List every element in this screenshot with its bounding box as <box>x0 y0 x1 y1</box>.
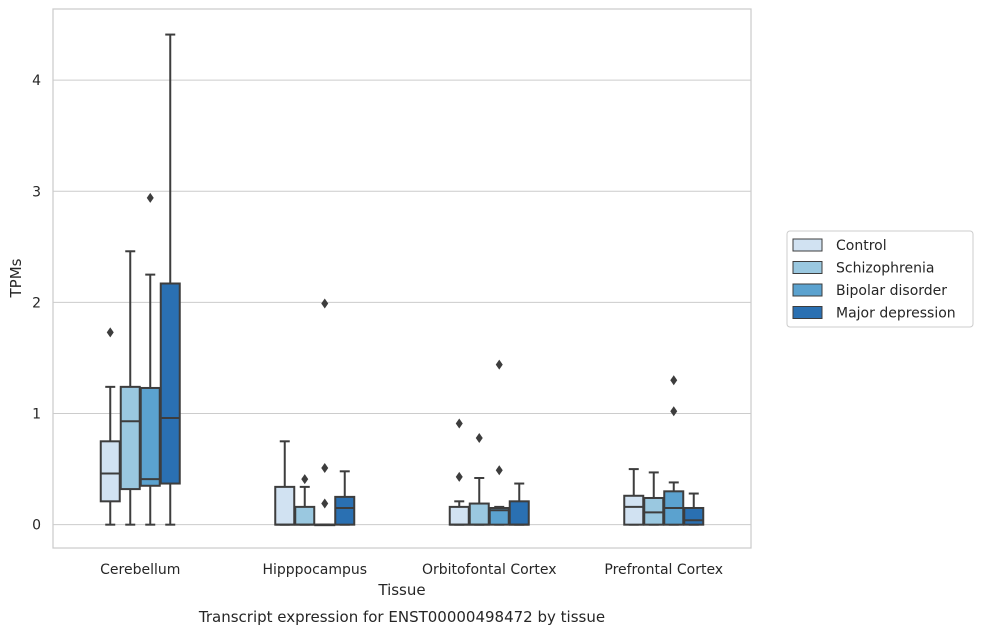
box-control <box>448 418 470 526</box>
outlier-point <box>321 462 329 473</box>
outlier-point <box>495 465 503 476</box>
legend-swatch <box>792 283 823 297</box>
y-tick-label: 2 <box>32 295 41 311</box>
box-schizophrenia <box>119 250 141 526</box>
box-iqr <box>334 495 356 526</box>
legend-swatch <box>792 238 823 252</box>
legend-label: Major depression <box>836 306 956 322</box>
outlier-point <box>475 432 483 443</box>
y-tick-label: 3 <box>32 184 41 200</box>
x-tick-labels: Cerebellum Hipppocampus Orbitofontal Corte… <box>100 562 723 578</box>
box-control <box>623 468 645 526</box>
box-bipolar-disorder <box>314 298 336 527</box>
box-schizophrenia <box>643 471 665 526</box>
legend: Control Schizophrenia Bipolar disorder Majo… <box>786 230 974 328</box>
outlier-point <box>455 418 463 429</box>
box-major-depression <box>508 482 530 526</box>
box-schizophrenia <box>294 474 316 526</box>
box-iqr <box>468 502 490 526</box>
box-schizophrenia <box>468 432 490 526</box>
y-tick-label: 0 <box>32 518 41 534</box>
y-axis-label: TPMs <box>7 258 25 298</box>
outlier-point <box>670 406 678 417</box>
outlier-point <box>321 498 329 509</box>
legend-label: Schizophrenia <box>836 261 934 277</box>
box-bipolar-disorder <box>139 192 161 526</box>
outlier-point <box>455 471 463 482</box>
x-axis-label: Tissue <box>377 581 425 599</box>
box-major-depression <box>159 33 181 526</box>
x-tick-label: Cerebellum <box>100 562 180 578</box>
box-iqr <box>683 506 705 526</box>
box-iqr <box>274 485 296 526</box>
outlier-point <box>301 474 309 485</box>
chart-caption: Transcript expression for ENST0000049847… <box>198 608 605 626</box>
outlier-point <box>146 192 154 203</box>
box-groups <box>99 33 705 527</box>
box-iqr <box>448 505 470 526</box>
box-iqr <box>159 282 181 485</box>
legend-label: Control <box>836 238 887 254</box>
box-control <box>274 440 296 526</box>
box-iqr <box>99 440 121 503</box>
box-major-depression <box>334 470 356 526</box>
x-tick-label: Hipppocampus <box>262 562 367 578</box>
box-iqr <box>623 494 645 526</box>
box-bipolar-disorder <box>488 359 510 526</box>
x-tick-label: Orbitofontal Cortex <box>422 562 557 578</box>
outlier-point <box>670 375 678 386</box>
plot-frame <box>52 8 752 549</box>
outlier-point <box>495 359 503 370</box>
y-tick-label: 1 <box>32 407 41 423</box>
box-major-depression <box>683 492 705 526</box>
legend-label: Bipolar disorder <box>836 283 947 299</box>
box-iqr <box>508 500 530 526</box>
y-tick-labels: 0 1 2 3 4 <box>32 73 41 534</box>
box-control <box>99 327 121 526</box>
legend-frame <box>786 230 974 328</box>
x-tick-label: Prefrontal Cortex <box>604 562 723 578</box>
legend-swatch <box>792 261 823 274</box>
outlier-point <box>106 327 114 338</box>
box-bipolar-disorder <box>663 375 685 526</box>
box-iqr <box>643 496 665 526</box>
box-iqr <box>119 385 141 491</box>
box-iqr <box>294 505 316 526</box>
outlier-point <box>321 298 329 309</box>
box-iqr <box>139 386 161 487</box>
legend-swatch <box>792 306 823 319</box>
y-tick-label: 4 <box>32 73 41 89</box>
